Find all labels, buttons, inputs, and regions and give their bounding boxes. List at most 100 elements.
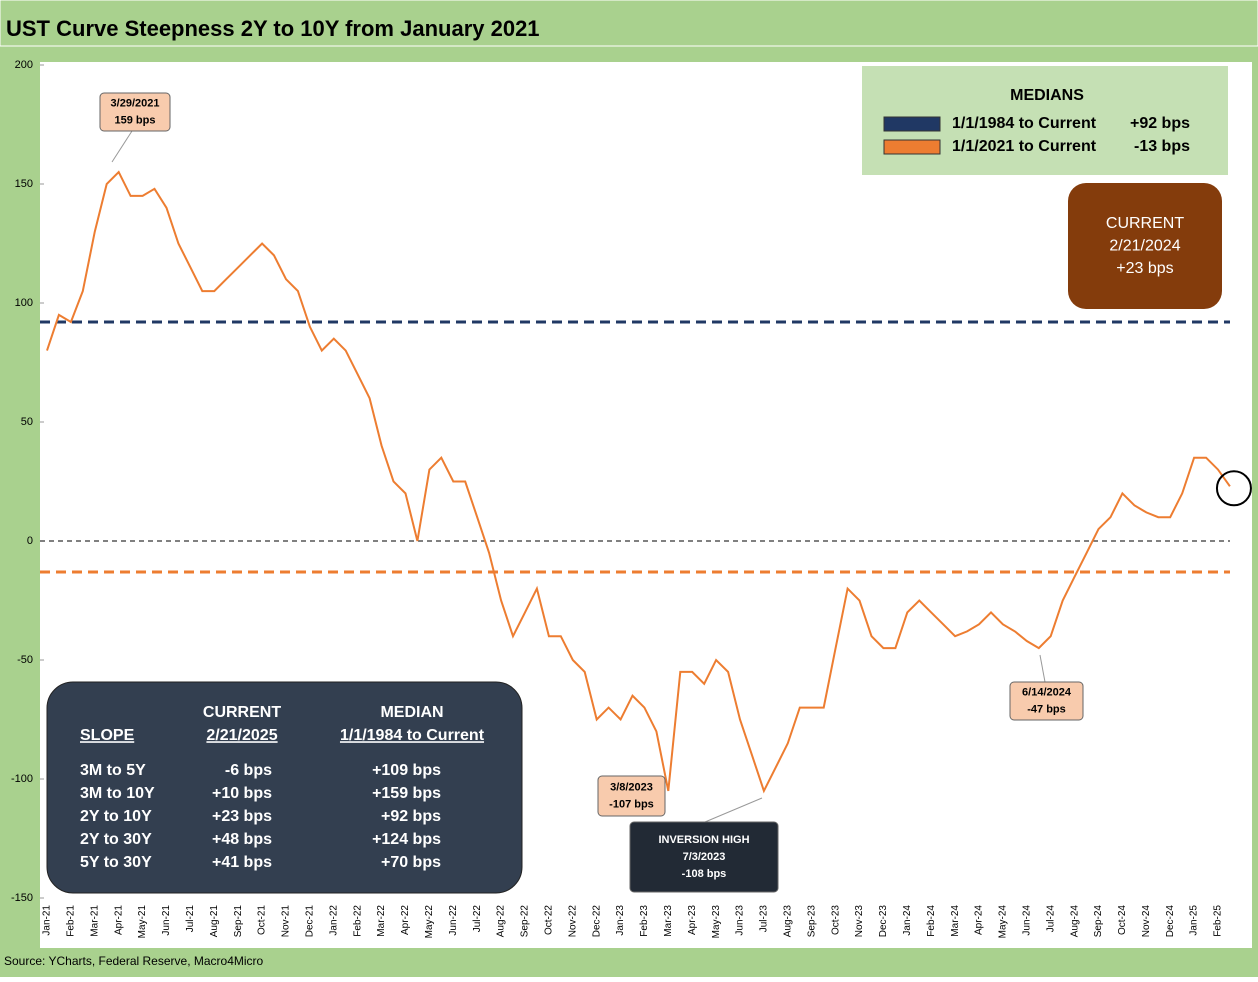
source: Source: YCharts, Federal Reserve, Macro4… (4, 954, 264, 968)
annotation-box (1009, 681, 1084, 721)
x-tick-label: Dec-22 (591, 905, 602, 938)
table-header: 2/21/2025 (206, 727, 277, 744)
table-cell: +23 bps (212, 808, 272, 825)
x-tick-label: May-22 (424, 905, 435, 939)
annotation-text: 3/8/2023 (610, 781, 653, 793)
x-tick-label: Apr-24 (974, 905, 985, 935)
current-marker (1215, 470, 1252, 507)
table-header: 1/1/1984 to Current (340, 727, 485, 744)
x-tick-label: Aug-23 (782, 905, 793, 938)
x-tick-label: Sep-23 (806, 905, 817, 938)
x-tick-label: Dec-21 (305, 905, 316, 938)
x-tick-label: Nov-24 (1141, 905, 1152, 938)
y-tick-label: -100 (11, 773, 33, 785)
annotation-text: 6/14/2024 (1022, 686, 1072, 698)
annotation-box (597, 775, 666, 817)
x-tick-label: Oct-21 (257, 905, 268, 935)
table-cell: +109 bps (372, 762, 441, 779)
x-tick-label: Jul-21 (185, 905, 196, 933)
x-tick-label: Apr-21 (113, 905, 124, 935)
table-header: MEDIAN (380, 704, 443, 721)
chart-title: UST Curve Steepness 2Y to 10Y from Janua… (6, 16, 540, 41)
x-tick-label: Feb-21 (66, 905, 77, 937)
x-tick-label: Mar-24 (950, 905, 961, 937)
x-tick-label: May-21 (137, 905, 148, 939)
y-tick-label: 100 (15, 297, 33, 309)
x-tick-label: Aug-24 (1069, 905, 1080, 938)
table-cell: +48 bps (212, 831, 272, 848)
x-tick-label: Dec-23 (878, 905, 889, 938)
x-tick-label: Dec-24 (1165, 905, 1176, 938)
x-tick-label: Feb-25 (1213, 905, 1224, 937)
table-cell: 3M to 10Y (80, 785, 155, 802)
x-tick-label: Jan-21 (42, 905, 53, 936)
annotation-box (99, 92, 171, 132)
x-tick-label: Apr-22 (400, 905, 411, 935)
table-header: CURRENT (203, 704, 281, 721)
legend-swatch (883, 139, 941, 155)
x-tick-label: Oct-23 (830, 905, 841, 935)
legend-label: 1/1/1984 to Current (952, 115, 1097, 132)
legend-label: 1/1/2021 to Current (952, 138, 1097, 155)
leader-line (1039, 654, 1046, 683)
table-cell: 5Y to 30Y (80, 854, 152, 871)
x-tick-label: Aug-21 (209, 905, 220, 938)
y-tick-label: -50 (17, 654, 33, 666)
x-tick-label: Jan-23 (615, 905, 626, 936)
x-tick-label: Jul-24 (1045, 905, 1056, 933)
table-cell: 3M to 5Y (80, 762, 146, 779)
y-tick-label: -150 (11, 892, 33, 904)
table-box (46, 681, 523, 894)
table-cell: +41 bps (212, 854, 272, 871)
x-tick-label: May-24 (998, 905, 1009, 939)
x-tick-label: Sep-21 (233, 905, 244, 938)
series-line (46, 170, 1231, 794)
x-tick-label: Jun-24 (1021, 905, 1032, 936)
legend-value: -13 bps (1134, 138, 1190, 155)
annotation-text: 159 bps (115, 114, 156, 126)
x-tick-label: Jun-21 (161, 905, 172, 936)
table-cell: 2Y to 30Y (80, 831, 152, 848)
x-tick-label: Jan-22 (328, 905, 339, 936)
x-tick-label: Jun-23 (735, 905, 746, 936)
table-cell: +70 bps (381, 854, 441, 871)
y-tick-label: 200 (15, 59, 33, 71)
x-tick-label: May-23 (711, 905, 722, 939)
table-cell: +159 bps (372, 785, 441, 802)
annotation-text: -108 bps (682, 868, 727, 880)
annotation-text: 7/3/2023 (683, 851, 726, 863)
x-tick-label: Oct-24 (1117, 905, 1128, 935)
y-tick-label: 0 (27, 535, 33, 547)
legend-title: MEDIANS (1010, 87, 1084, 104)
x-tick-label: Nov-21 (281, 905, 292, 938)
y-tick-label: 150 (15, 178, 33, 190)
legend-swatch (883, 116, 941, 132)
annotation-text: -47 bps (1027, 703, 1066, 715)
x-tick-label: Sep-22 (520, 905, 531, 938)
x-tick-label: Jul-23 (759, 905, 770, 933)
x-tick-label: Jul-22 (472, 905, 483, 933)
x-tick-label: Jun-22 (448, 905, 459, 936)
x-tick-label: Nov-22 (567, 905, 578, 938)
current-text: +23 bps (1116, 260, 1173, 277)
table-cell: +10 bps (212, 785, 272, 802)
table-cell: -6 bps (225, 762, 272, 779)
x-tick-label: Feb-23 (639, 905, 650, 937)
table-cell: +124 bps (372, 831, 441, 848)
x-tick-label: Feb-24 (926, 905, 937, 937)
x-tick-label: Aug-22 (496, 905, 507, 938)
x-tick-label: Feb-22 (352, 905, 363, 937)
current-box (1068, 183, 1222, 309)
legend-value: +92 bps (1130, 115, 1190, 132)
x-tick-label: Apr-23 (687, 905, 698, 935)
x-tick-label: Nov-23 (854, 905, 865, 938)
x-tick-label: Jan-25 (1189, 905, 1200, 936)
leader-line (704, 797, 763, 823)
x-tick-label: Mar-22 (376, 905, 387, 937)
table-header: SLOPE (80, 727, 135, 744)
current-text: 2/21/2024 (1109, 238, 1180, 255)
current-text: CURRENT (1106, 215, 1184, 232)
x-tick-label: Jan-24 (902, 905, 913, 936)
table-cell: 2Y to 10Y (80, 808, 152, 825)
